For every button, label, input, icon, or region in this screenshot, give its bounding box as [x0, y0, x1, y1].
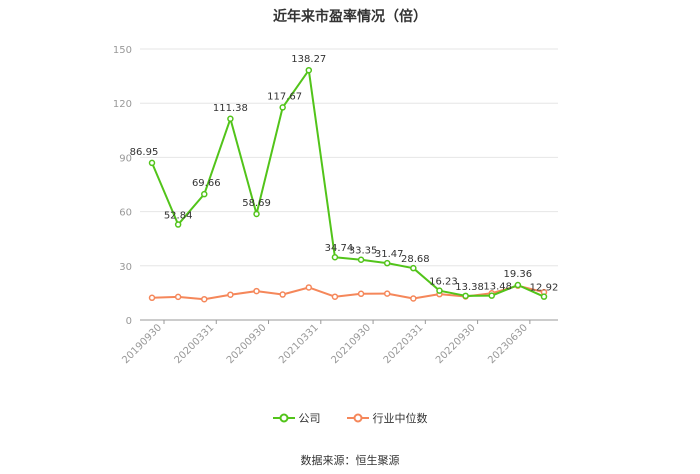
y-tick-label: 30	[119, 262, 132, 273]
data-point-company	[436, 287, 443, 294]
data-point-company	[383, 259, 391, 267]
source-note: 数据来源：恒生聚源	[300, 454, 400, 467]
data-label-company: 69.66	[192, 178, 221, 189]
y-tick-label: 150	[113, 45, 132, 56]
y-tick-label: 90	[119, 153, 132, 164]
data-label-company: 13.38	[455, 282, 484, 293]
data-label-company: 33.35	[349, 246, 378, 257]
data-point-industry-median	[305, 284, 313, 291]
legend-item-industry-median[interactable]: 行业中位数	[346, 410, 428, 426]
legend-label-industry-median: 行业中位数	[372, 412, 428, 425]
data-label-company: 28.68	[401, 254, 430, 265]
data-point-industry-median	[357, 290, 365, 298]
data-point-industry-median	[201, 295, 208, 303]
y-tick-label: 120	[113, 99, 132, 110]
data-point-company	[227, 115, 234, 123]
data-point-company	[488, 292, 495, 299]
x-tick-label: 20200331	[173, 322, 217, 366]
data-label-company: 138.27	[291, 54, 326, 65]
data-point-company	[279, 104, 286, 111]
data-point-company	[174, 221, 182, 228]
data-point-industry-median	[383, 290, 391, 297]
data-label-company: 16.23	[429, 277, 458, 288]
data-label-company: 12.92	[530, 283, 559, 294]
data-label-company: 19.36	[504, 269, 533, 280]
data-point-company	[462, 292, 469, 300]
data-label-company: 52.84	[164, 211, 193, 222]
x-tick-label: 20220331	[382, 322, 426, 366]
x-tick-label: 20190930	[120, 322, 164, 366]
y-tick-label: 60	[119, 208, 132, 219]
data-point-company	[331, 253, 339, 261]
data-point-industry-median	[279, 291, 286, 298]
x-tick-label: 20210930	[329, 322, 373, 366]
legend-item-company[interactable]: 公司	[272, 410, 321, 426]
legend-mark-company	[272, 413, 295, 423]
data-point-industry-median	[253, 287, 260, 295]
data-point-company	[148, 159, 156, 167]
legend-mark-industry-median	[346, 413, 369, 423]
x-tick-label: 20210331	[277, 322, 321, 366]
data-point-industry-median	[410, 295, 417, 302]
data-point-industry-median	[148, 294, 156, 302]
data-point-industry-median	[331, 293, 339, 300]
y-tick-label: 0	[126, 316, 132, 327]
data-point-company	[253, 210, 260, 218]
data-point-industry-median	[174, 293, 182, 301]
data-label-company: 13.48	[483, 282, 512, 293]
data-label-company: 34.74	[325, 243, 354, 254]
data-point-company	[540, 293, 548, 300]
data-label-company: 111.38	[213, 103, 248, 114]
x-tick-label: 20220930	[434, 322, 478, 366]
data-label-company: 58.69	[242, 198, 271, 209]
data-point-company	[514, 281, 522, 289]
data-point-company	[357, 256, 365, 263]
x-tick-label: 20230630	[486, 322, 530, 366]
series-line-company	[151, 69, 545, 298]
data-label-company: 86.95	[130, 147, 159, 158]
chart-legend: 公司 行业中位数	[0, 410, 700, 426]
data-label-company: 117.67	[267, 91, 302, 102]
data-point-industry-median	[227, 291, 234, 298]
data-point-company	[410, 264, 417, 272]
x-tick-label: 20200930	[225, 322, 269, 366]
legend-label-company: 公司	[298, 412, 321, 425]
data-point-company	[305, 66, 313, 74]
data-point-company	[201, 190, 208, 198]
data-label-company: 31.47	[375, 249, 404, 260]
chart-title: 近年来市盈率情况（倍）	[273, 9, 427, 25]
